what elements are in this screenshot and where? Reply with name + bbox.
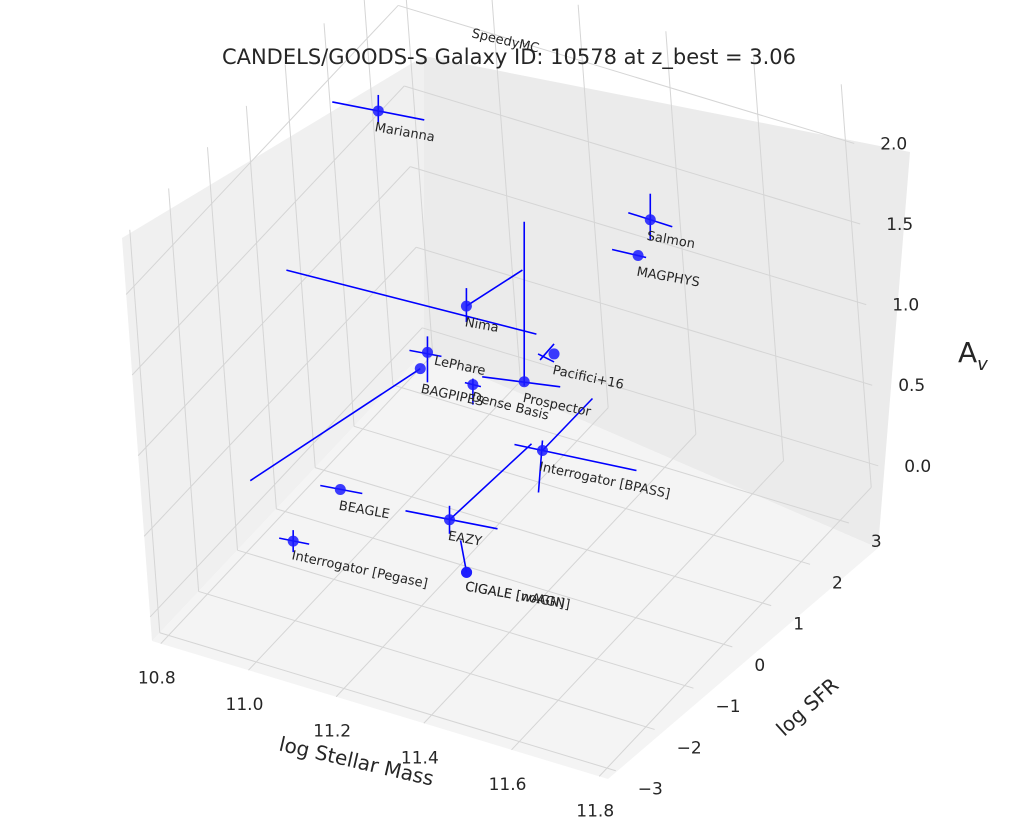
y-grid-floor bbox=[237, 549, 694, 689]
x-grid-back bbox=[577, 4, 609, 408]
z-tick-labels: 0.0 0.5 1.0 1.5 2.0 bbox=[880, 134, 931, 476]
point-label: Nima bbox=[464, 315, 500, 336]
x-grid-back bbox=[491, 0, 521, 382]
data-point-marker bbox=[444, 514, 456, 526]
axes-panes bbox=[122, 56, 910, 779]
x-grid-back bbox=[665, 31, 697, 435]
y-grid-left bbox=[245, 105, 277, 509]
y-grid-floor bbox=[276, 508, 733, 648]
data-point-marker bbox=[644, 214, 656, 226]
y-grid-floor bbox=[315, 467, 772, 607]
x-grid-floor bbox=[598, 487, 872, 777]
y-grid-left bbox=[323, 23, 355, 427]
z-grid-back bbox=[398, 4, 855, 144]
z-grid-left bbox=[125, 5, 399, 295]
z-grid-back bbox=[410, 166, 867, 306]
x-tick-label: 10.8 bbox=[138, 669, 176, 689]
y-grid-floor bbox=[353, 425, 811, 565]
x-grid-floor bbox=[511, 460, 784, 751]
y-grid-left bbox=[168, 188, 200, 592]
y-tick-label: 1 bbox=[793, 615, 804, 635]
left-pane bbox=[122, 56, 424, 641]
error-bar bbox=[539, 343, 555, 361]
y-tick-label: 0 bbox=[754, 656, 765, 676]
data-point-marker bbox=[372, 105, 384, 117]
data-point-marker bbox=[334, 483, 346, 495]
data-point-marker bbox=[460, 300, 472, 312]
z-grid-back bbox=[422, 327, 879, 467]
z-tick-label: 1.0 bbox=[892, 296, 919, 316]
data-point-marker bbox=[461, 566, 473, 578]
data-points bbox=[287, 105, 656, 578]
error-bar bbox=[514, 443, 637, 472]
z-grid-left bbox=[143, 246, 417, 537]
z-grid-left bbox=[131, 85, 405, 376]
y-grid-left bbox=[284, 64, 316, 468]
x-axis-label: log Stellar Mass bbox=[277, 732, 436, 791]
y-tick-labels: −3 −2 −1 0 1 2 3 bbox=[638, 532, 882, 800]
y-grid-left bbox=[129, 229, 161, 633]
data-point-marker bbox=[632, 249, 644, 261]
y-tick-label: 2 bbox=[832, 573, 843, 593]
data-point-marker bbox=[548, 348, 560, 360]
point-label: EAZY bbox=[447, 529, 483, 550]
data-point-marker bbox=[414, 363, 426, 375]
z-tick-label: 2.0 bbox=[880, 134, 907, 154]
z-grid-left bbox=[149, 327, 423, 618]
z-grid-back bbox=[404, 85, 861, 225]
x-grid-floor bbox=[248, 380, 521, 671]
grid-lines bbox=[125, 0, 879, 777]
error-bar bbox=[541, 397, 594, 452]
y-grid-floor bbox=[392, 384, 850, 524]
x-grid-back bbox=[405, 0, 434, 355]
x-grid-floor bbox=[423, 433, 697, 724]
y-tick-label: −3 bbox=[638, 780, 663, 800]
error-bar bbox=[448, 443, 533, 521]
x-tick-label: 11.8 bbox=[576, 801, 614, 821]
x-tick-label: 11.6 bbox=[489, 775, 527, 795]
z-axis-label: Av bbox=[958, 336, 988, 375]
x-grid-back bbox=[840, 84, 872, 488]
x-tick-label: 11.0 bbox=[226, 695, 264, 715]
y-grid-floor bbox=[159, 632, 616, 772]
y-grid-left bbox=[363, 0, 394, 386]
error-bar bbox=[286, 269, 537, 335]
x-tick-label: 11.2 bbox=[313, 722, 351, 742]
x-grid-back bbox=[753, 57, 785, 461]
y-tick-label: −1 bbox=[715, 697, 740, 717]
z-grid-back bbox=[416, 246, 873, 386]
data-point-marker bbox=[287, 535, 299, 547]
y-grid-left bbox=[206, 147, 238, 551]
x-grid-floor bbox=[335, 407, 609, 698]
z-axis-label-sub: v bbox=[977, 354, 988, 375]
data-point-marker bbox=[467, 379, 479, 391]
data-point-marker bbox=[536, 444, 548, 456]
z-tick-label: 1.5 bbox=[886, 215, 913, 235]
y-grid-floor bbox=[198, 590, 655, 730]
z-grid-left bbox=[137, 166, 411, 456]
x-grid-floor bbox=[160, 354, 434, 644]
y-tick-label: 3 bbox=[871, 532, 882, 552]
error-bar bbox=[249, 368, 421, 482]
data-point-marker bbox=[421, 346, 433, 358]
error-bar bbox=[537, 353, 555, 363]
data-point-marker bbox=[518, 376, 530, 388]
back-pane bbox=[424, 56, 910, 548]
error-bar bbox=[465, 269, 523, 307]
z-tick-label: 0.0 bbox=[904, 457, 931, 477]
z-axis-label-main: A bbox=[958, 336, 977, 369]
floor-pane bbox=[152, 352, 878, 779]
y-axis-label: log SFR bbox=[771, 673, 843, 741]
x-tick-label: 11.4 bbox=[401, 748, 439, 768]
y-tick-label: −2 bbox=[677, 738, 702, 758]
chart-title: CANDELS/GOODS-S Galaxy ID: 10578 at z_be… bbox=[222, 45, 796, 70]
z-tick-label: 0.5 bbox=[898, 376, 925, 396]
x-tick-labels: 10.8 11.0 11.2 11.4 11.6 11.8 bbox=[138, 669, 614, 822]
